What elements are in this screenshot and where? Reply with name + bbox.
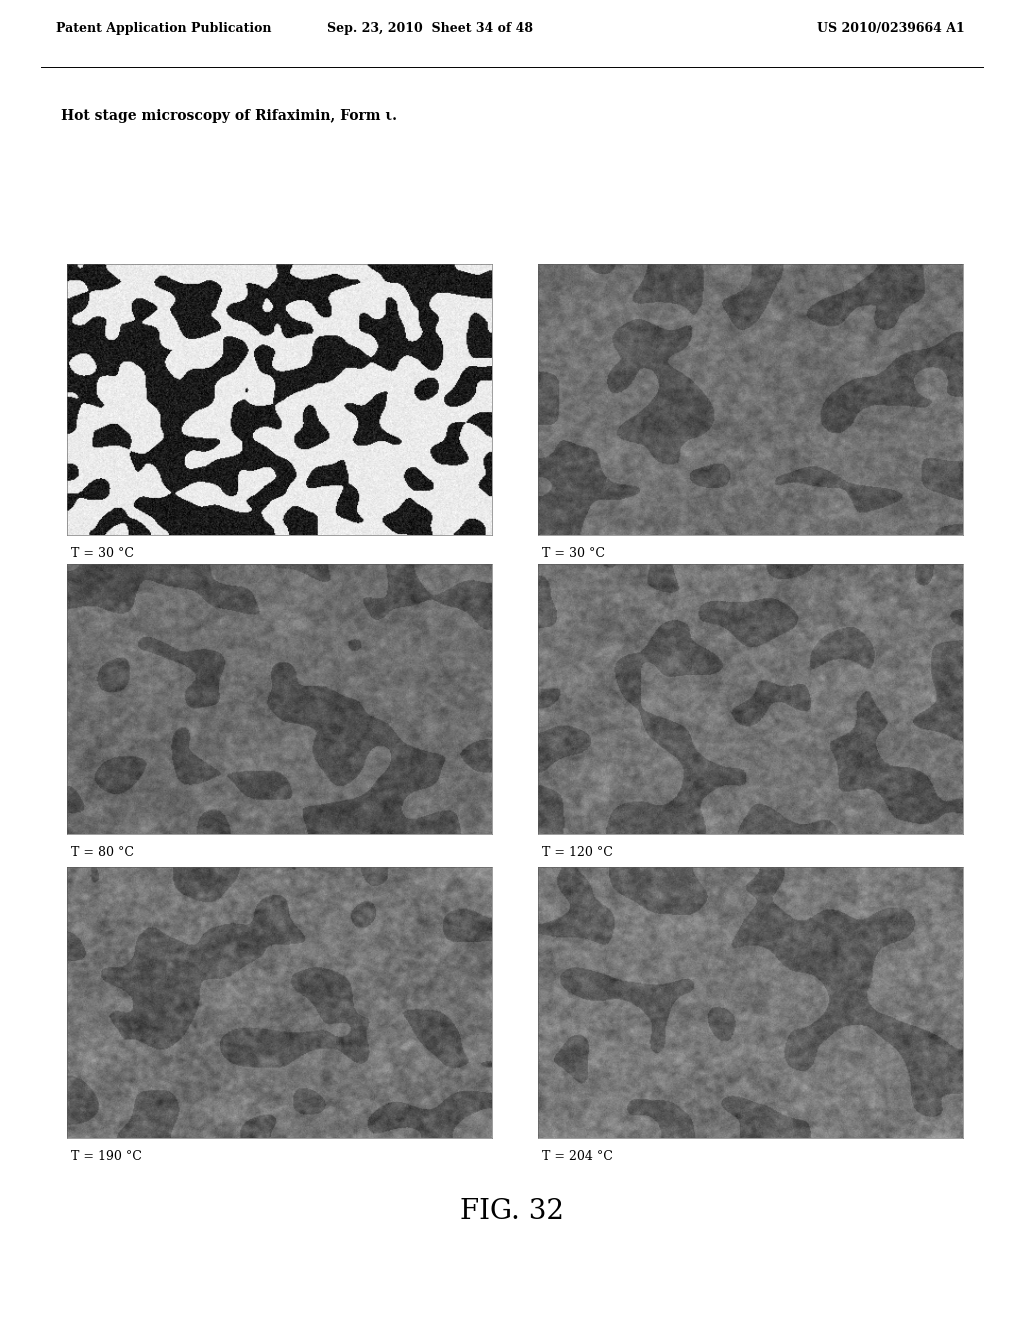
Text: T = 120 °C: T = 120 °C <box>542 846 612 859</box>
Text: US 2010/0239664 A1: US 2010/0239664 A1 <box>817 21 965 34</box>
Text: Hot stage microscopy of Rifaximin, Form ι.: Hot stage microscopy of Rifaximin, Form … <box>61 110 397 124</box>
Text: T = 30 °C: T = 30 °C <box>542 546 605 560</box>
Text: Sep. 23, 2010  Sheet 34 of 48: Sep. 23, 2010 Sheet 34 of 48 <box>327 21 534 34</box>
Text: T = 204 °C: T = 204 °C <box>542 1150 612 1163</box>
Text: T = 30 °C: T = 30 °C <box>71 546 134 560</box>
Text: Patent Application Publication: Patent Application Publication <box>56 21 271 34</box>
Text: T = 80 °C: T = 80 °C <box>71 846 134 859</box>
Text: FIG. 32: FIG. 32 <box>460 1197 564 1225</box>
Text: T = 190 °C: T = 190 °C <box>71 1150 141 1163</box>
